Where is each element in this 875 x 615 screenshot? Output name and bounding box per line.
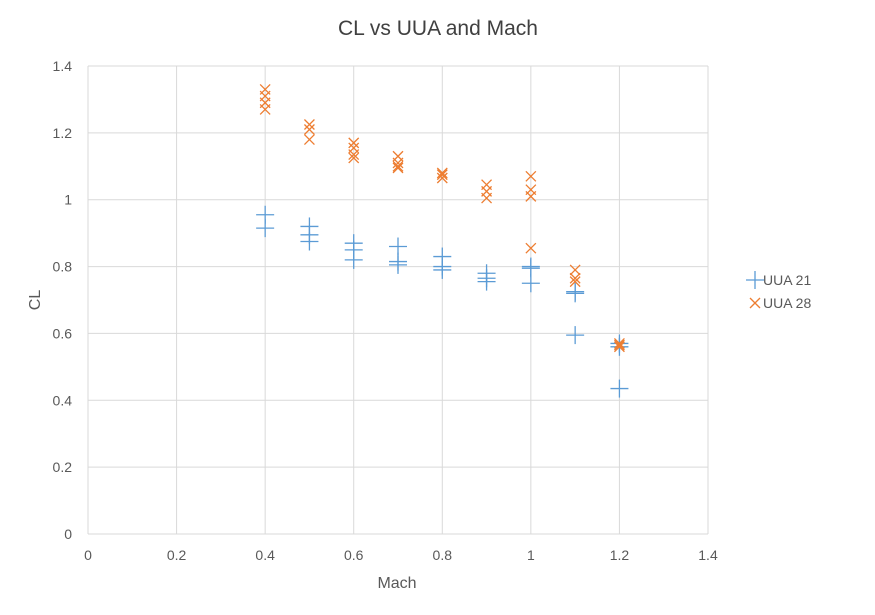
y-axis-title: CL	[27, 290, 44, 311]
legend-entry-label: UUA 28	[763, 295, 811, 311]
y-tick-labels: 0 0.2 0.4 0.6 0.8 1 1.2 1.4	[53, 58, 73, 542]
data-point	[389, 255, 407, 274]
x-tick-label: 0.2	[167, 547, 187, 563]
data-point	[348, 149, 360, 161]
legend-marker	[749, 297, 761, 309]
grid	[87, 65, 709, 535]
data-point	[348, 137, 360, 149]
chart-title: CL vs UUA and Mach	[338, 17, 538, 40]
data-point	[436, 167, 448, 179]
data-point	[613, 339, 625, 351]
y-tick-label: 0.2	[53, 459, 73, 475]
data-point	[481, 192, 493, 204]
y-tick-label: 0.6	[53, 325, 73, 341]
data-point	[303, 134, 315, 146]
data-point	[344, 250, 363, 269]
data-point	[477, 272, 496, 291]
x-tick-label: 0	[84, 547, 92, 563]
y-tick-label: 1.2	[53, 125, 73, 141]
data-point	[259, 103, 271, 115]
data-point	[569, 264, 581, 276]
y-tick-label: 0.8	[53, 259, 73, 275]
data-point	[433, 260, 452, 279]
data-point	[525, 190, 537, 202]
series-1	[256, 205, 629, 398]
data-point	[303, 119, 315, 130]
legend-marker	[746, 271, 764, 289]
data-point	[392, 162, 404, 174]
data-point	[566, 326, 585, 345]
y-tick-label: 0.4	[53, 392, 73, 408]
data-point	[610, 379, 629, 398]
x-tick-label: 0.4	[255, 547, 275, 563]
data-point	[525, 170, 537, 182]
x-tick-label: 1.2	[610, 547, 630, 563]
legend: UUA 21 UUA 28	[746, 271, 811, 311]
legend-entry-label: UUA 21	[763, 272, 811, 288]
data-point	[613, 337, 625, 349]
x-tick-label: 0.6	[344, 547, 364, 563]
data-point	[569, 276, 581, 288]
data-point	[389, 237, 407, 256]
data-point	[392, 157, 404, 169]
data-point	[521, 274, 540, 293]
x-tick-label: 1.4	[698, 547, 718, 563]
data-point	[521, 259, 540, 278]
data-point	[256, 219, 275, 238]
series-2	[259, 83, 625, 353]
data-point	[303, 124, 315, 135]
data-point	[300, 232, 319, 251]
data-point	[392, 160, 404, 172]
data-point	[436, 169, 448, 181]
data-point	[436, 172, 448, 184]
data-point	[569, 272, 581, 284]
x-axis-title: Mach	[377, 575, 416, 592]
y-tick-label: 1	[64, 192, 72, 208]
x-tick-label: 1	[527, 547, 535, 563]
x-tick-labels: 0 0.2 0.4 0.6 0.8 1 1.2 1.4	[84, 547, 718, 563]
y-tick-label: 1.4	[53, 58, 73, 74]
data-point	[525, 242, 537, 254]
data-point	[348, 152, 360, 164]
data-points	[256, 83, 629, 398]
data-point	[566, 284, 585, 303]
data-point	[613, 341, 625, 353]
x-tick-label: 0.8	[433, 547, 453, 563]
y-tick-label: 0	[64, 526, 72, 542]
